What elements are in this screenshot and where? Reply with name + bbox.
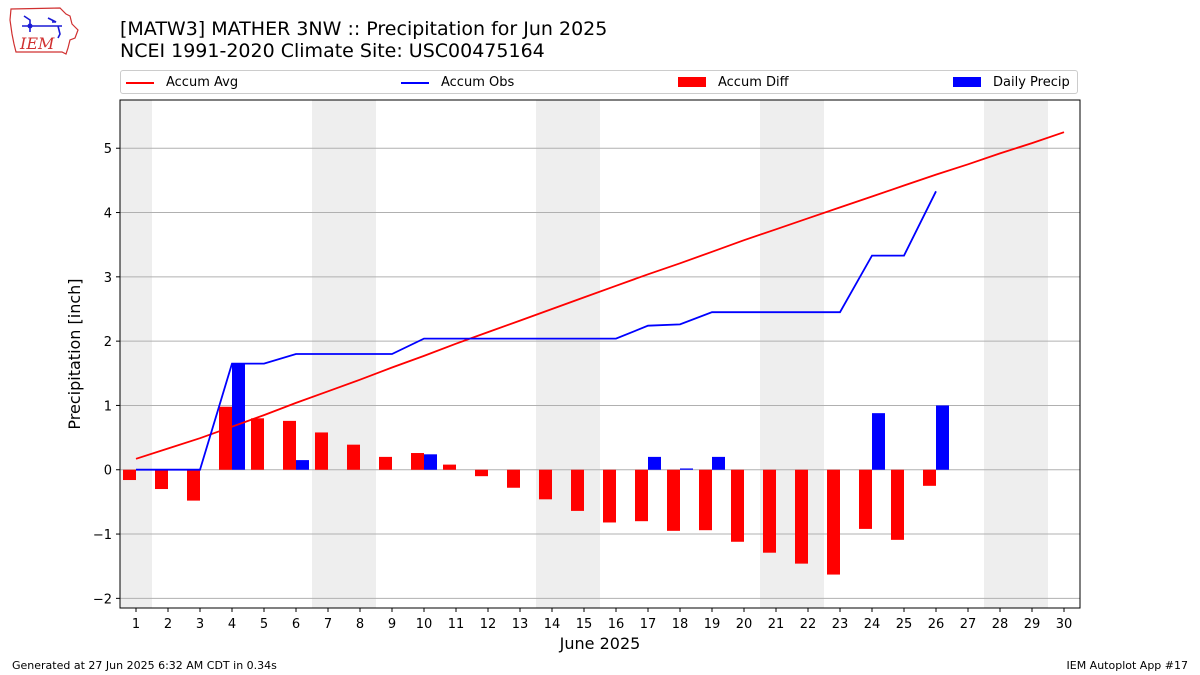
weekend-shade-2: [536, 100, 600, 608]
accum-diff-bar: [379, 456, 392, 470]
x-tick-label: 14: [544, 617, 561, 632]
y-tick-label: 0: [104, 464, 112, 479]
accum-diff-bar: [251, 418, 264, 470]
x-tick-label: 15: [576, 617, 593, 632]
x-tick-label: 3: [196, 617, 204, 632]
accum-diff-bar: [635, 469, 648, 522]
x-tick-label: 7: [324, 617, 332, 632]
legend-swatch-accum-diff: [678, 77, 706, 87]
x-tick-label: 9: [388, 617, 396, 632]
x-tick-label: 4: [228, 617, 236, 632]
legend-swatch-daily-precip: [953, 77, 981, 87]
x-tick-label: 21: [768, 617, 785, 632]
daily-precip-bar: [424, 454, 437, 470]
accum-diff-bar: [283, 420, 296, 470]
accum-diff-bar: [891, 469, 904, 540]
x-tick-label: 13: [512, 617, 529, 632]
logo-text: IEM: [19, 34, 55, 53]
x-tick-label: 16: [608, 617, 625, 632]
chart-subtitle: NCEI 1991-2020 Climate Site: USC00475164: [120, 40, 545, 62]
y-tick-label: −1: [93, 528, 112, 543]
station-dot-icon: [27, 23, 33, 29]
accum-diff-bar: [123, 469, 136, 481]
iowa-outline-icon: [9, 7, 79, 55]
accum-diff-bar: [507, 469, 520, 488]
y-tick-label: −2: [93, 592, 112, 607]
x-tick-label: 27: [960, 617, 977, 632]
accum-diff-bar: [315, 432, 328, 470]
accum-diff-bar: [667, 469, 680, 531]
x-tick-label: 30: [1056, 617, 1073, 632]
iem-logo: IEM: [9, 7, 79, 55]
accum-diff-bar: [699, 469, 712, 531]
accum-diff-bar: [827, 469, 840, 575]
weekend-shade-4: [984, 100, 1048, 608]
x-tick-label: 22: [800, 617, 817, 632]
daily-precip-bar: [296, 460, 309, 470]
x-tick-label: 5: [260, 617, 268, 632]
x-tick-label: 26: [928, 617, 945, 632]
accum-diff-bar: [411, 453, 424, 470]
accum-diff-bar: [347, 444, 360, 470]
x-tick-label: 18: [672, 617, 689, 632]
x-tick-label: 8: [356, 617, 364, 632]
x-tick-label: 29: [1024, 617, 1041, 632]
accum-diff-bar: [475, 469, 488, 477]
accum-avg-line: [135, 131, 1065, 460]
weather-station-icon: [22, 15, 62, 39]
x-tick-label: 28: [992, 617, 1009, 632]
x-tick-label: 23: [832, 617, 849, 632]
legend-label-accum-obs: Accum Obs: [441, 75, 515, 90]
legend: Accum Avg Accum Obs Accum Diff Daily Pre…: [120, 70, 1078, 94]
daily-precip-bar: [680, 468, 693, 470]
x-axis-label: June 2025: [559, 634, 641, 653]
plot-frame: [119, 99, 1081, 609]
x-tick-label: 17: [640, 617, 657, 632]
accum-diff-bar: [859, 469, 872, 529]
x-tick-label: 24: [864, 617, 881, 632]
accum-diff-bar: [443, 464, 456, 470]
x-tick-label: 2: [164, 617, 172, 632]
x-tick-label: 6: [292, 617, 300, 632]
accum-diff-bar: [219, 406, 232, 470]
x-tick-label: 25: [896, 617, 913, 632]
footer-app-id: IEM Autoplot App #17: [1066, 659, 1189, 672]
y-tick-label: 2: [104, 335, 112, 350]
y-tick-label: 3: [104, 271, 112, 286]
daily-precip-bar: [872, 413, 885, 470]
y-tick-label: 1: [104, 399, 112, 414]
chart-title: [MATW3] MATHER 3NW :: Precipitation for …: [120, 18, 608, 40]
accum-diff-bar: [731, 469, 744, 542]
daily-precip-bar: [936, 405, 949, 470]
x-tick-label: 10: [416, 617, 433, 632]
legend-label-daily-precip: Daily Precip: [993, 75, 1070, 90]
x-tick-label: 12: [480, 617, 497, 632]
y-tick-label: 4: [104, 207, 112, 222]
accum-obs-line: [136, 190, 937, 471]
legend-swatch-accum-obs: [401, 82, 429, 84]
accum-diff-bar: [603, 469, 616, 523]
accum-diff-bar: [539, 469, 552, 500]
daily-precip-bar: [648, 456, 661, 470]
accum-diff-bar: [763, 469, 776, 553]
accum-diff-bar: [923, 469, 936, 486]
y-axis-label: Precipitation [inch]: [65, 278, 84, 429]
y-tick-label: 5: [104, 142, 112, 157]
x-tick-label: 19: [704, 617, 721, 632]
legend-label-accum-diff: Accum Diff: [718, 75, 789, 90]
daily-precip-bar: [232, 363, 245, 470]
x-tick-label: 1: [132, 617, 140, 632]
x-tick-label: 20: [736, 617, 753, 632]
accum-diff-bar: [187, 469, 200, 501]
legend-swatch-accum-avg: [126, 82, 154, 84]
accum-diff-bar: [155, 469, 168, 490]
weekend-shade-0: [120, 100, 152, 608]
x-tick-label: 11: [448, 617, 465, 632]
daily-precip-bar: [712, 456, 725, 470]
footer-generated: Generated at 27 Jun 2025 6:32 AM CDT in …: [12, 659, 277, 672]
accum-diff-bar: [795, 469, 808, 564]
legend-label-accum-avg: Accum Avg: [166, 75, 239, 90]
accum-diff-bar: [571, 469, 584, 511]
